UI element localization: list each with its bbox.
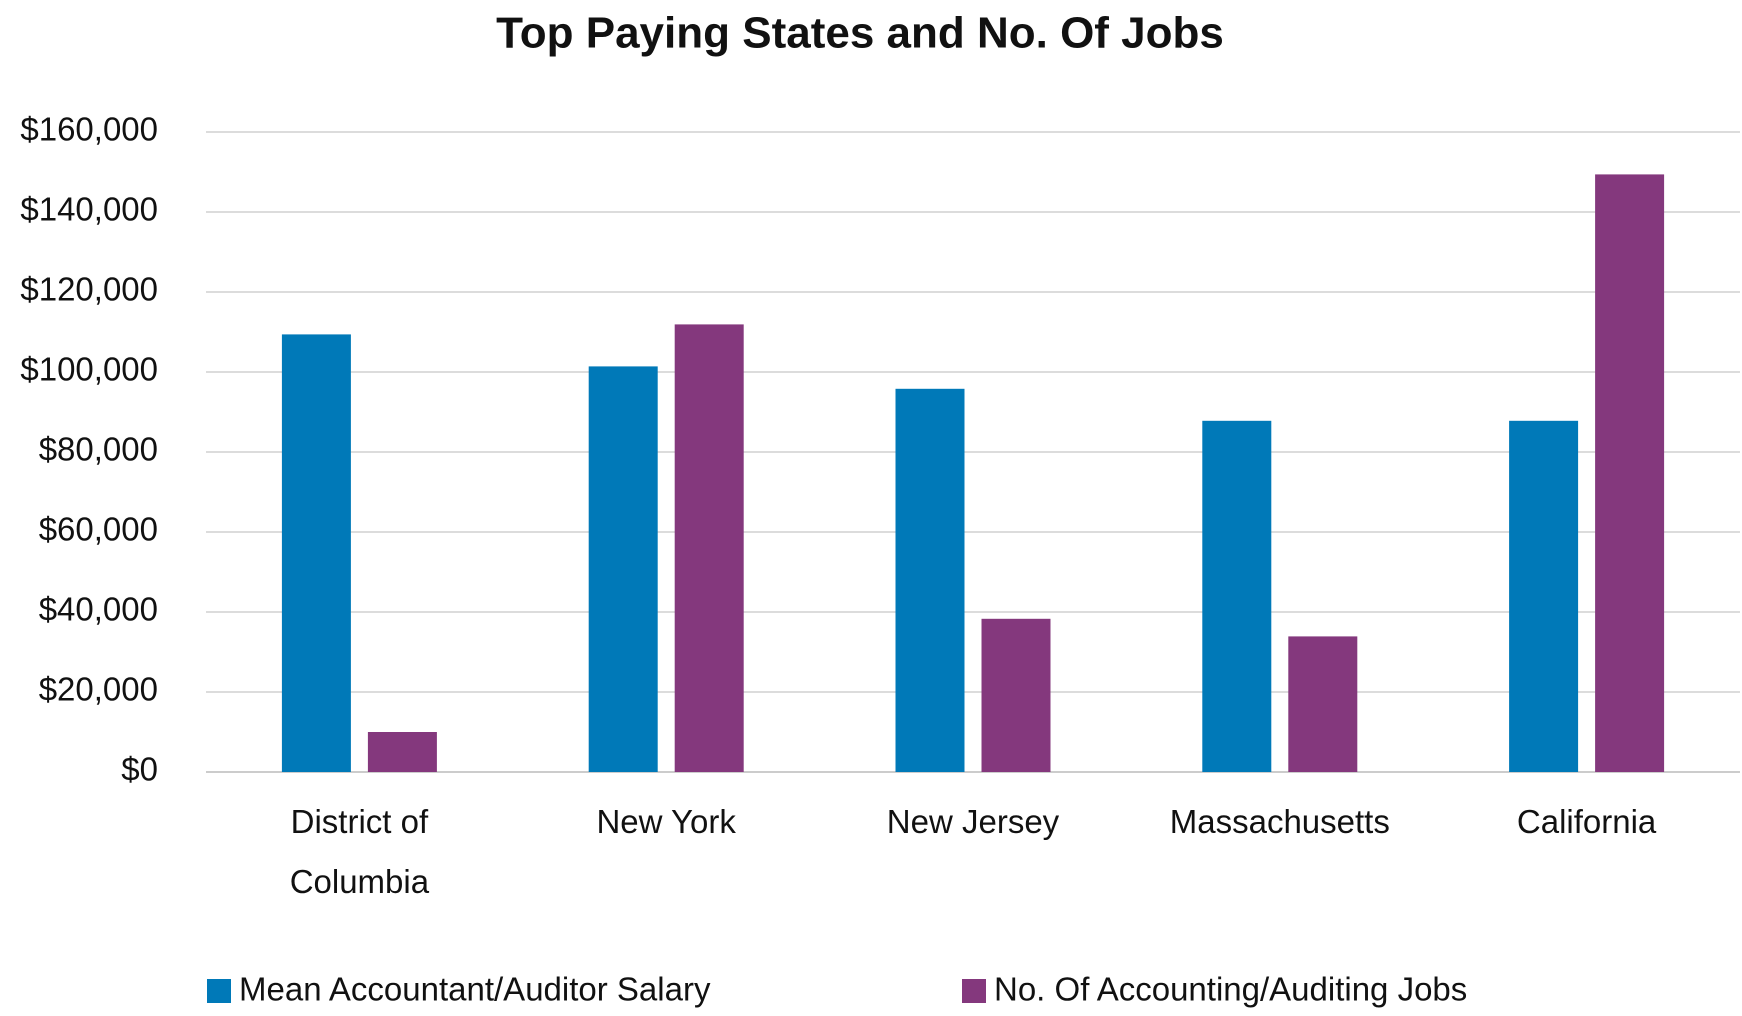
bar (1509, 420, 1579, 772)
x-tick-label: New Jersey (886, 803, 1060, 840)
bar (674, 324, 744, 772)
x-tick-label: District of Columbia (289, 803, 430, 900)
y-tick-label: $160,000 (20, 111, 158, 148)
bar (895, 388, 965, 772)
bar (981, 618, 1051, 772)
bar (367, 732, 437, 772)
legend-swatch (207, 979, 231, 1003)
x-tick-label: Massachusetts (1169, 803, 1390, 840)
y-tick-label: $100,000 (20, 351, 158, 388)
legend-swatch (962, 979, 986, 1003)
chart-title: Top Paying States and No. Of Jobs (496, 9, 1224, 58)
bar (281, 334, 351, 772)
y-tick-label: $60,000 (39, 511, 158, 548)
y-tick-label: $0 (121, 751, 158, 788)
y-tick-label: $20,000 (39, 671, 158, 708)
y-tick-label: $120,000 (20, 271, 158, 308)
bar (1595, 174, 1665, 772)
bar (1288, 636, 1358, 772)
y-tick-label: $80,000 (39, 431, 158, 468)
y-tick-label: $40,000 (39, 591, 158, 628)
x-tick-label: California (1516, 803, 1657, 840)
legend-label: No. Of Accounting/Auditing Jobs (994, 971, 1467, 1008)
y-tick-label: $140,000 (20, 191, 158, 228)
bar (588, 366, 658, 772)
legend-label: Mean Accountant/Auditor Salary (239, 971, 711, 1008)
x-tick-label: New York (596, 803, 736, 840)
bar (1202, 420, 1272, 772)
